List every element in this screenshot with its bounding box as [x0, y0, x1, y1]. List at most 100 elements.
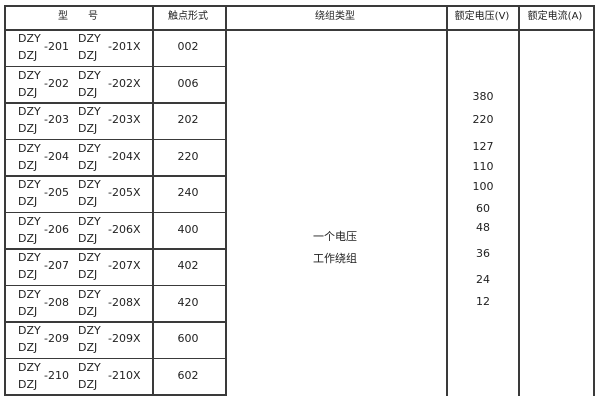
rated-voltage: 380: [472, 90, 494, 103]
contact-form: 240: [177, 186, 199, 199]
row-line: [4, 138, 226, 140]
model-number-x: -205X: [108, 186, 141, 199]
model-number-x: -210X: [108, 368, 141, 382]
model-prefix: DZJ: [18, 85, 38, 99]
column-line: [593, 5, 595, 396]
model-prefix: DZY: [18, 214, 41, 228]
contact-form: 002: [177, 40, 199, 53]
model-prefix: DZJ: [78, 377, 98, 391]
model-prefix: DZY: [78, 287, 101, 301]
model-prefix: DZJ: [78, 122, 98, 135]
contact-form: 220: [177, 149, 199, 163]
model-prefix: DZJ: [18, 49, 38, 62]
contact-form: 400: [177, 222, 199, 236]
model-prefix: DZY: [18, 360, 41, 374]
model-number: -207: [44, 259, 69, 272]
row-line: [4, 65, 226, 67]
contact-form: 006: [177, 76, 199, 90]
rated-voltage: 100: [472, 180, 494, 193]
rated-voltage: 60: [476, 202, 490, 215]
model-number-x: -207X: [108, 259, 141, 272]
model-prefix: DZY: [78, 324, 101, 337]
winding-type: 工作绕组: [313, 252, 357, 265]
model-prefix: DZY: [78, 68, 101, 82]
header-current: 额定电流(A): [527, 11, 583, 22]
column-line: [152, 5, 154, 396]
model-prefix: DZJ: [18, 341, 38, 354]
model-prefix: DZY: [18, 32, 41, 45]
rated-voltage: 36: [476, 247, 490, 260]
rated-voltage: 48: [476, 221, 490, 234]
model-prefix: DZY: [18, 178, 41, 191]
row-line: [4, 29, 594, 31]
model-prefix: DZJ: [18, 377, 38, 391]
model-prefix: DZJ: [78, 85, 98, 99]
model-prefix: DZY: [78, 178, 101, 191]
row-line: [4, 284, 226, 286]
column-line: [518, 5, 520, 396]
model-number: -203: [44, 113, 69, 126]
row-line: [4, 321, 226, 323]
rated-voltage: 12: [476, 295, 490, 308]
rated-voltage: 24: [476, 273, 490, 286]
model-prefix: DZJ: [78, 231, 98, 245]
model-prefix: DZJ: [18, 304, 38, 318]
model-number: -201: [44, 40, 69, 53]
model-number: -208: [44, 295, 69, 309]
model-prefix: DZY: [18, 105, 41, 118]
header-model: 型 号: [58, 11, 98, 22]
model-number-x: -204X: [108, 149, 141, 163]
contact-form: 402: [177, 259, 199, 272]
model-prefix: DZY: [78, 360, 101, 374]
model-prefix: DZY: [18, 324, 41, 337]
row-line: [4, 102, 226, 104]
header-contact: 触点形式: [168, 11, 208, 22]
row-line: [4, 175, 226, 177]
model-number-x: -203X: [108, 113, 141, 126]
contact-form: 202: [177, 113, 199, 126]
contact-form: 602: [177, 368, 199, 382]
model-prefix: DZJ: [18, 195, 38, 208]
model-prefix: DZY: [18, 251, 41, 264]
contact-form: 600: [177, 332, 199, 345]
model-prefix: DZJ: [78, 268, 98, 281]
model-number-x: -208X: [108, 295, 141, 309]
header-winding: 绕组类型: [315, 11, 355, 22]
model-prefix: DZY: [78, 141, 101, 155]
model-prefix: DZJ: [18, 268, 38, 281]
header-voltage: 额定电压(V): [454, 11, 510, 22]
model-number-x: -209X: [108, 332, 141, 345]
rated-voltage: 220: [472, 113, 494, 126]
model-prefix: DZY: [78, 214, 101, 228]
model-prefix: DZY: [18, 68, 41, 82]
rated-voltage: 110: [472, 160, 494, 173]
rated-voltage: 127: [472, 140, 494, 153]
model-number: -204: [44, 149, 69, 163]
model-prefix: DZJ: [18, 158, 38, 172]
model-prefix: DZJ: [78, 49, 98, 62]
model-number-x: -206X: [108, 222, 141, 236]
contact-form: 420: [177, 295, 199, 309]
row-line: [4, 211, 226, 213]
model-number: -206: [44, 222, 69, 236]
model-prefix: DZJ: [78, 195, 98, 208]
model-prefix: DZJ: [78, 304, 98, 318]
model-prefix: DZJ: [18, 122, 38, 135]
model-number: -210: [44, 368, 69, 382]
model-prefix: DZY: [78, 32, 101, 45]
model-prefix: DZY: [18, 287, 41, 301]
column-line: [446, 5, 448, 396]
model-number-x: -201X: [108, 40, 141, 53]
column-line: [225, 5, 227, 396]
model-prefix: DZY: [78, 251, 101, 264]
model-prefix: DZJ: [18, 231, 38, 245]
model-number: -209: [44, 332, 69, 345]
model-number: -205: [44, 186, 69, 199]
model-prefix: DZJ: [78, 158, 98, 172]
model-prefix: DZY: [78, 105, 101, 118]
model-prefix: DZY: [18, 141, 41, 155]
row-line: [4, 5, 594, 7]
row-line: [4, 394, 226, 396]
model-number-x: -202X: [108, 76, 141, 90]
row-line: [4, 357, 226, 359]
